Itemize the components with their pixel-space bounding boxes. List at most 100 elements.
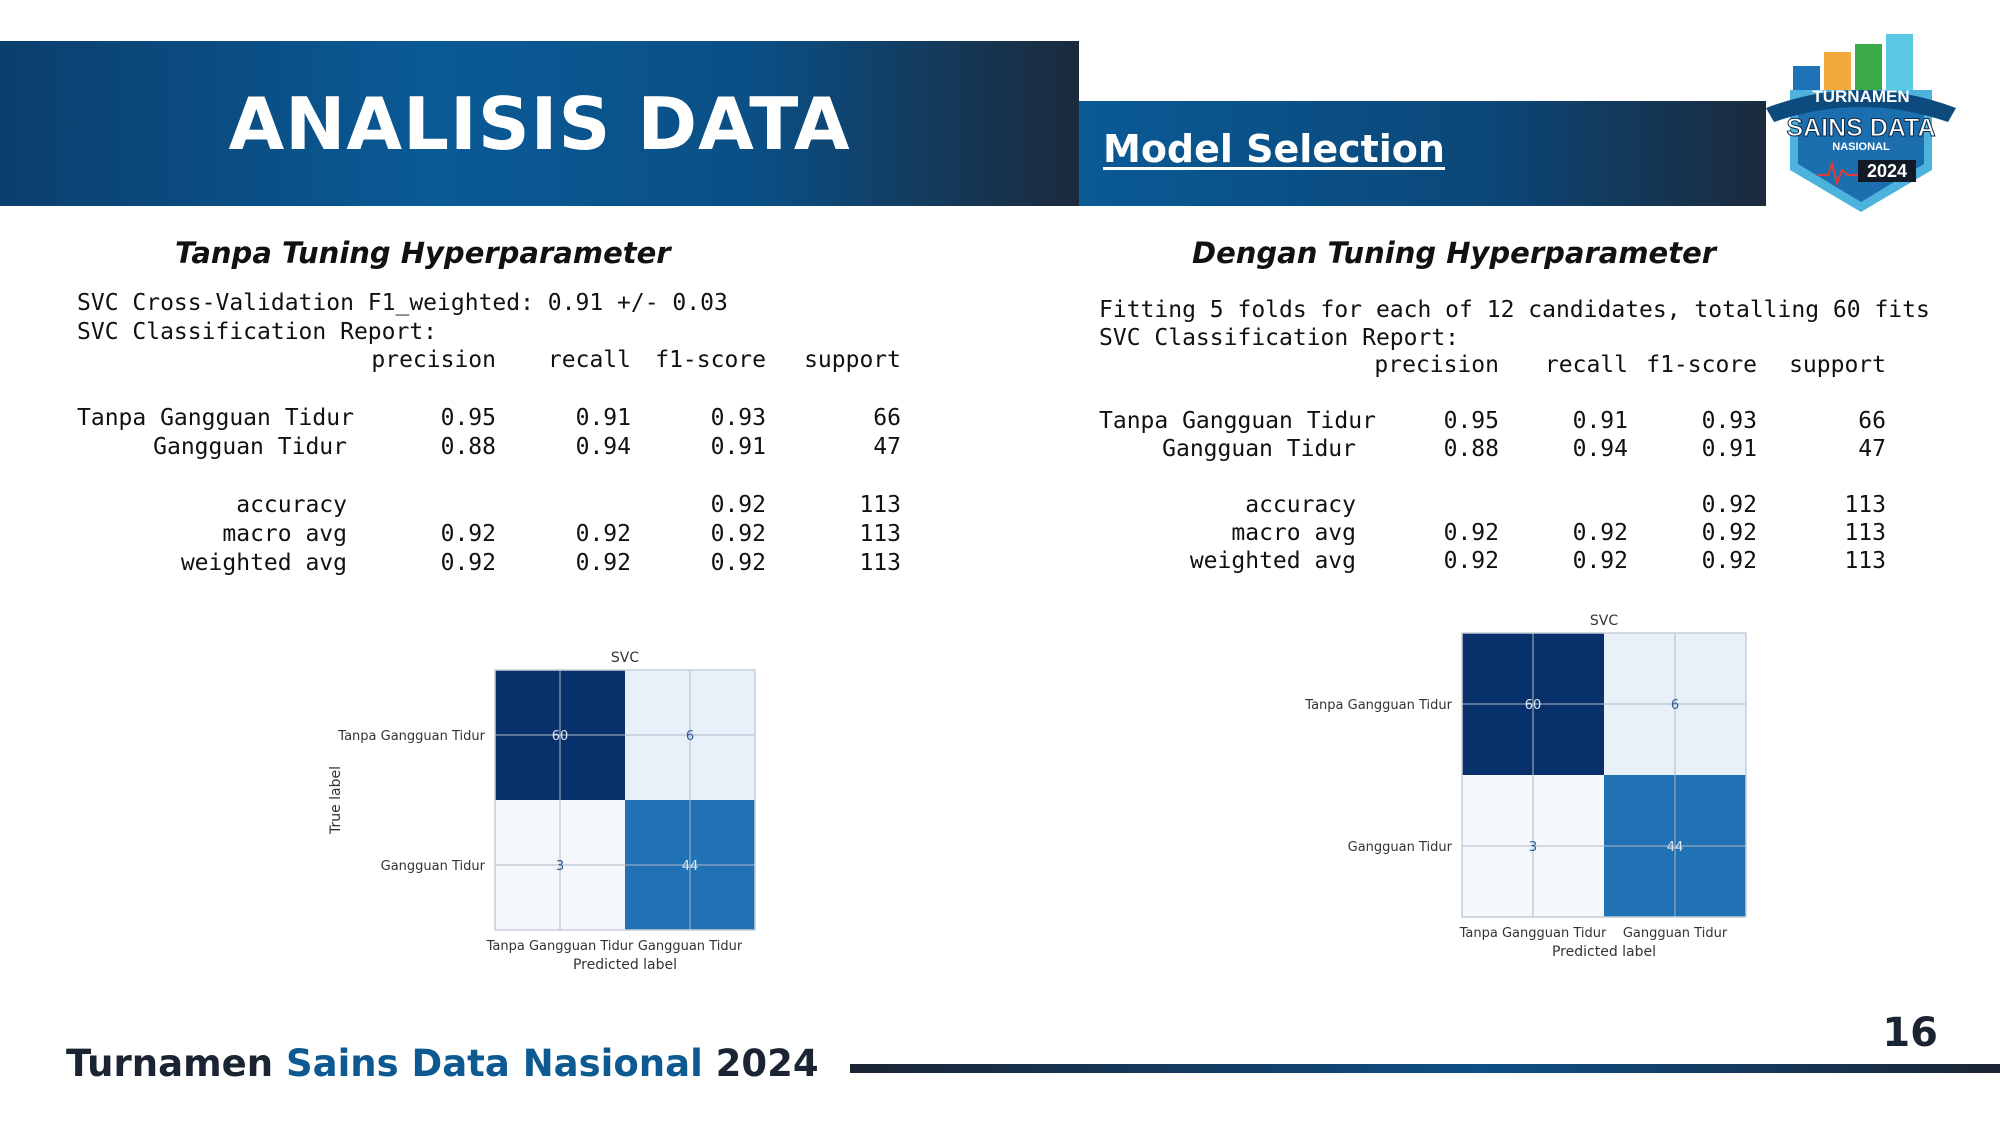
logo-text-turnamen: TURNAMEN xyxy=(1812,87,1909,106)
cm-cell-value: 6 xyxy=(1671,698,1679,713)
left-cv-score-line: SVC Cross-Validation F1_weighted: 0.91 +… xyxy=(77,290,728,316)
left-confusion-matrix: 60 6 3 44 SVC Tanpa Gangguan Tidur Tanpa Gangg… xyxy=(328,650,756,973)
report-row-label: macro avg xyxy=(222,521,347,547)
report-cell-recall: 0.92 xyxy=(1572,520,1628,546)
report-column-header: precision xyxy=(1374,352,1499,378)
report-row-label: Gangguan Tidur xyxy=(1162,436,1356,462)
page-title: ANALISIS DATA xyxy=(228,81,851,166)
report-cell-recall: 0.91 xyxy=(575,405,631,431)
cm-title: SVC xyxy=(1590,613,1618,629)
section-subtitle: Model Selection xyxy=(1103,127,1445,171)
cm-y-tick-label: Tanpa Gangguan Tidur xyxy=(1304,698,1452,713)
cm-border xyxy=(1461,632,1747,918)
report-row: accuracy 0.92 113 xyxy=(77,492,977,521)
report-cell-f1: 0.92 xyxy=(1701,548,1757,574)
report-row: weighted avg 0.92 0.92 0.92 113 xyxy=(1099,548,1999,577)
cm-cell-value: 60 xyxy=(1525,698,1542,713)
report-cell-precision: 0.88 xyxy=(1443,436,1499,462)
report-cell-recall: 0.92 xyxy=(575,521,631,547)
report-cell-support: 66 xyxy=(1858,408,1886,434)
report-row-label: Tanpa Gangguan Tidur xyxy=(77,405,354,431)
cm-y-tick-label: Gangguan Tidur xyxy=(1348,840,1453,855)
cm-x-tick-label: Gangguan Tidur xyxy=(1623,926,1728,941)
cm-x-tick-label: Gangguan Tidur xyxy=(638,939,743,954)
report-row-label: weighted avg xyxy=(180,550,347,576)
cm-x-tick-label: Tanpa Gangguan Tidur xyxy=(486,939,634,954)
report-cell-precision: 0.95 xyxy=(1443,408,1499,434)
report-cell-support: 47 xyxy=(1858,436,1886,462)
cm-border xyxy=(494,669,756,931)
report-cell-precision: 0.88 xyxy=(440,434,496,460)
report-cell-f1: 0.92 xyxy=(1701,492,1757,518)
report-cell-support: 113 xyxy=(859,550,901,576)
title-banner: ANALISIS DATA xyxy=(0,41,1079,206)
report-row: weighted avg 0.92 0.92 0.92 113 xyxy=(77,550,977,579)
report-column-header: recall xyxy=(547,347,631,373)
report-header-row: precision recall f1-score support xyxy=(77,347,977,376)
right-panel-heading: Dengan Tuning Hyperparameter xyxy=(1192,236,1717,270)
report-column-header: precision xyxy=(371,347,496,373)
cm-cell-value: 6 xyxy=(686,729,694,744)
cm-y-axis-label: True label xyxy=(328,766,344,835)
report-header-row: precision recall f1-score support xyxy=(1099,352,1999,381)
cm-title: SVC xyxy=(611,650,639,666)
cm-cell-value: 3 xyxy=(556,859,564,874)
cm-cell-value: 44 xyxy=(682,859,699,874)
report-cell-recall: 0.94 xyxy=(1572,436,1628,462)
report-row-label: macro avg xyxy=(1231,520,1356,546)
report-row: Tanpa Gangguan Tidur 0.95 0.91 0.93 66 xyxy=(77,405,977,434)
report-row-label: accuracy xyxy=(236,492,347,518)
report-cell-precision: 0.92 xyxy=(440,521,496,547)
report-column-header: f1-score xyxy=(655,347,766,373)
report-row-label: accuracy xyxy=(1245,492,1356,518)
footer-divider xyxy=(850,1064,2000,1073)
footer-text-sains-data-nasional: Sains Data Nasional xyxy=(285,1042,703,1085)
tsdn-logo: TURNAMEN SAINS DATA NASIONAL 2024 xyxy=(1766,34,1956,212)
report-cell-f1: 0.92 xyxy=(710,550,766,576)
report-cell-f1: 0.91 xyxy=(1701,436,1757,462)
report-row: macro avg 0.92 0.92 0.92 113 xyxy=(77,521,977,550)
report-cell-recall: 0.91 xyxy=(1572,408,1628,434)
footer-text-turnamen: Turnamen xyxy=(66,1042,286,1085)
report-cell-support: 66 xyxy=(873,405,901,431)
logo-text-sains-data: SAINS DATA xyxy=(1786,114,1935,142)
report-row-label: Tanpa Gangguan Tidur xyxy=(1099,408,1376,434)
logo-text-nasional: NASIONAL xyxy=(1832,141,1890,153)
footer-title: Turnamen Sains Data Nasional 2024 xyxy=(66,1042,819,1085)
report-column-header: support xyxy=(804,347,901,373)
subtitle-banner: Model Selection xyxy=(1079,101,1766,206)
report-cell-recall: 0.92 xyxy=(575,550,631,576)
logo-text-year: 2024 xyxy=(1867,161,1907,181)
report-row: Gangguan Tidur 0.88 0.94 0.91 47 xyxy=(1099,436,1999,465)
report-row: Gangguan Tidur 0.88 0.94 0.91 47 xyxy=(77,434,977,463)
cm-y-tick-label: Tanpa Gangguan Tidur xyxy=(337,729,485,744)
report-row-label: weighted avg xyxy=(1189,548,1356,574)
report-cell-f1: 0.92 xyxy=(1701,520,1757,546)
report-cell-precision: 0.92 xyxy=(440,550,496,576)
right-confusion-matrix: 60 6 3 44 SVC Tanpa Gangguan Tidur Tanpa Gangg… xyxy=(1304,613,1747,960)
report-column-header: f1-score xyxy=(1646,352,1757,378)
cm-x-axis-label: Predicted label xyxy=(573,957,677,973)
report-cell-f1: 0.91 xyxy=(710,434,766,460)
right-report-title: SVC Classification Report: xyxy=(1099,325,1460,351)
cm-x-tick-label: Tanpa Gangguan Tidur xyxy=(1459,926,1607,941)
report-cell-f1: 0.93 xyxy=(1701,408,1757,434)
footer-text-year: 2024 xyxy=(702,1042,819,1085)
report-cell-f1: 0.92 xyxy=(710,492,766,518)
left-panel-heading: Tanpa Tuning Hyperparameter xyxy=(175,236,671,270)
report-cell-support: 113 xyxy=(859,521,901,547)
left-report-title: SVC Classification Report: xyxy=(77,319,438,345)
cm-x-axis-label: Predicted label xyxy=(1552,944,1656,960)
report-row: accuracy 0.92 113 xyxy=(1099,492,1999,521)
report-row: Tanpa Gangguan Tidur 0.95 0.91 0.93 66 xyxy=(1099,408,1999,437)
report-cell-f1: 0.92 xyxy=(710,521,766,547)
report-cell-support: 113 xyxy=(1844,520,1886,546)
report-row-label: Gangguan Tidur xyxy=(153,434,347,460)
report-cell-precision: 0.92 xyxy=(1443,520,1499,546)
report-column-header: support xyxy=(1789,352,1886,378)
right-fitting-line: Fitting 5 folds for each of 12 candidate… xyxy=(1099,297,1930,323)
report-row: macro avg 0.92 0.92 0.92 113 xyxy=(1099,520,1999,549)
cm-y-tick-label: Gangguan Tidur xyxy=(381,859,486,874)
page-number: 16 xyxy=(1882,1010,1938,1056)
report-cell-support: 47 xyxy=(873,434,901,460)
